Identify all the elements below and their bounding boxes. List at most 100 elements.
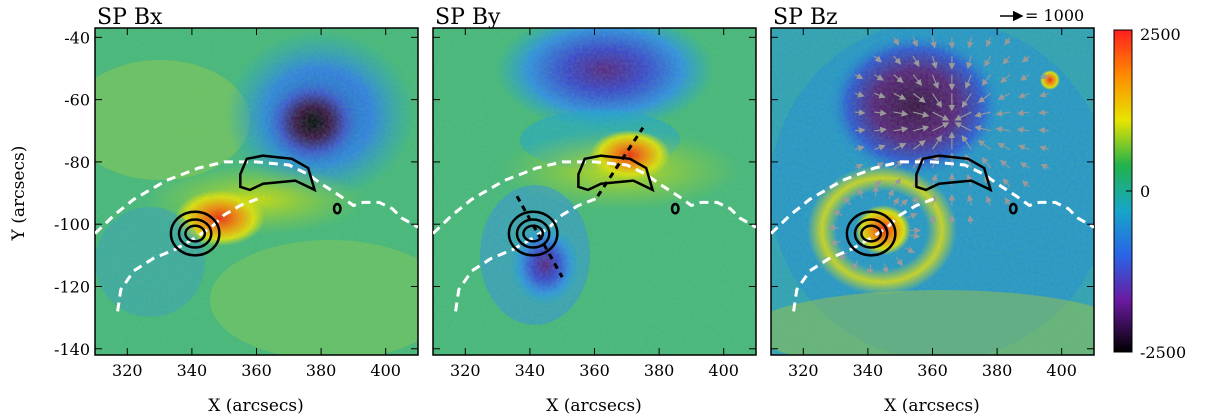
panel-bx: 320 340 360 380 400 -40 -60 -80 -100 -120 -140 SP … [9,5,419,416]
field-vector [912,55,920,67]
field-vector [1000,74,1011,83]
panel-bz: 320 340 360 380 400 SP Bz X (arcsecs) = 1000 [770,5,1095,416]
vector-key-label: = 1000 [1025,6,1084,25]
bx-overlays [95,154,418,312]
field-vector [931,55,938,69]
field-vector [893,55,902,65]
y-tick-label: -120 [54,277,90,296]
colorbar-tick-label: -2500 [1140,343,1186,362]
field-vector [854,109,866,116]
bz-field-vectors [827,37,1050,276]
field-vector [874,144,886,151]
bz-title: SP Bz [773,5,838,30]
field-vector [931,74,939,90]
bx-image [95,28,418,355]
contour-south-ring [860,224,883,243]
polarity-inversion-line [433,160,756,235]
field-vector [932,93,943,108]
field-vector [984,55,992,67]
field-vector [912,125,930,132]
contour-north [915,154,993,193]
field-vector [1040,163,1050,170]
y-tick-label: -40 [64,28,90,47]
field-vector [893,92,907,100]
field-vector [1016,109,1030,117]
field-vector [830,239,841,246]
contour-south-ring [169,210,221,257]
panel-by: 320 340 360 380 400 SP By X (arcsecs) [432,5,757,416]
field-vector [930,37,937,49]
field-vector [857,187,864,199]
contour-south-ring [515,218,551,249]
field-vector [1002,178,1011,188]
field-vector [974,111,991,118]
contour-south-ring [184,224,207,243]
field-vector [954,122,972,132]
bz-ticks: 320 340 360 380 400 [771,28,1094,380]
x-tick-label: 360 [579,361,610,380]
field-vector [931,173,938,187]
contour-north [577,154,655,193]
field-vector [854,91,865,98]
colorbar-tick-label: 2500 [1140,25,1181,44]
field-vector [966,37,974,49]
x-tick-label: 340 [853,361,884,380]
field-vector [874,92,886,99]
by-title: SP By [435,5,501,30]
y-tick-label: -80 [64,153,90,172]
field-vector [854,127,866,134]
field-vector [1016,126,1030,134]
x-tick-label: 400 [708,361,739,380]
contour-small-ring [332,202,342,215]
field-vector [995,126,1011,133]
x-tick-label: 400 [1046,361,1077,380]
field-vector [966,55,973,69]
field-vector [1004,37,1012,46]
field-vector [912,92,926,103]
field-vector [912,111,930,118]
y-tick-label: -60 [64,91,90,110]
field-vector [1040,72,1050,79]
field-vector [909,232,921,240]
x-tick-label: 320 [788,361,819,380]
field-vector [977,92,991,103]
field-vector [854,72,864,79]
colorbar-tick-label: 0 [1140,182,1150,201]
field-vector [1039,91,1049,98]
field-vector [1021,55,1030,63]
field-vector [904,246,915,254]
y-tick-label: -100 [54,215,90,234]
field-vector [964,153,972,169]
x-tick-label: 360 [917,361,948,380]
field-vector [852,260,859,271]
slit-line [596,126,645,197]
y-tick-label: -140 [54,340,90,359]
field-vector [843,196,851,206]
x-tick-label: 320 [112,361,143,380]
contour-north [239,154,317,193]
field-vector [827,224,839,232]
field-vector [961,135,972,150]
contour-south-ring [845,210,897,257]
by-ticks: 320 340 360 380 400 [433,28,756,380]
polarity-inversion-line [771,160,1094,235]
field-vector [1018,92,1030,99]
field-vector [1002,55,1011,65]
field-vector [899,198,908,208]
bx-title: SP Bx [97,5,163,30]
field-vector [893,74,904,83]
field-vector [911,195,918,206]
field-vector [854,163,864,170]
field-vector [1019,162,1030,169]
field-vector [832,210,843,217]
contour-small-ring [1008,202,1018,215]
field-vector [1021,180,1030,188]
field-vector [887,188,894,200]
field-vector [866,264,874,276]
field-vector [874,126,887,134]
field-vector [874,109,887,117]
field-vector [874,74,884,81]
field-vector [974,125,991,132]
field-vector [893,110,909,117]
